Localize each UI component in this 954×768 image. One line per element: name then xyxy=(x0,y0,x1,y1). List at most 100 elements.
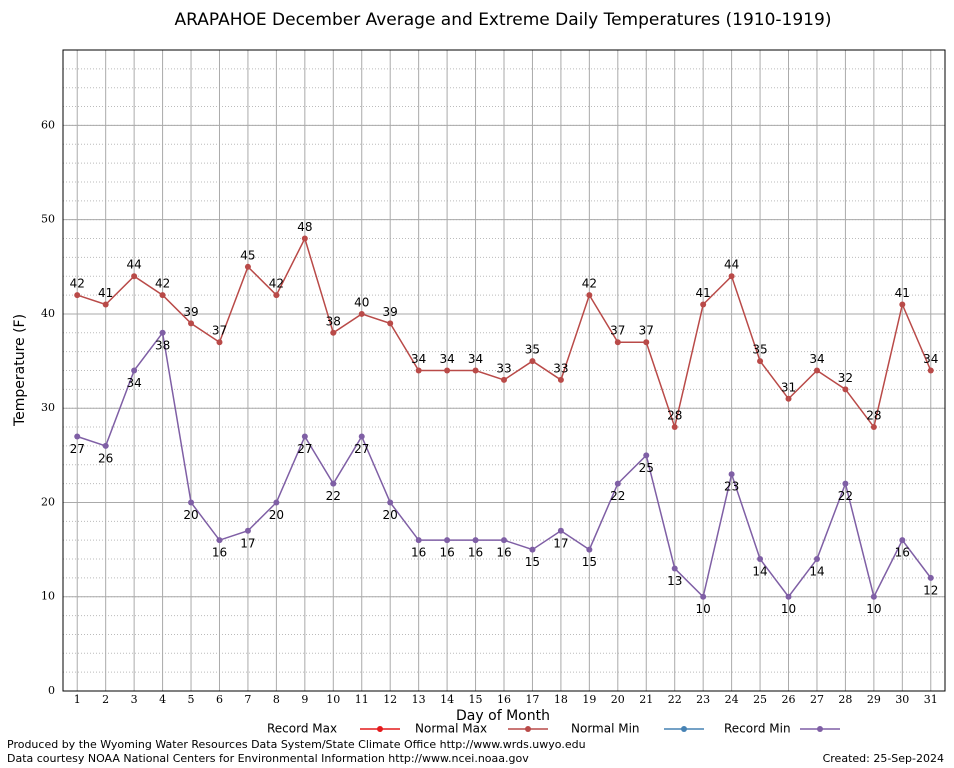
footer-line: Produced by the Wyoming Water Resources … xyxy=(7,738,586,751)
data-point xyxy=(870,593,877,600)
x-tick-label: 21 xyxy=(639,693,653,706)
data-label: 31 xyxy=(781,380,796,394)
data-point xyxy=(785,593,792,600)
data-label: 10 xyxy=(696,602,711,616)
data-label: 15 xyxy=(582,555,597,569)
y-axis-label: Temperature (F) xyxy=(12,314,28,427)
data-label: 41 xyxy=(98,286,113,300)
data-label: 37 xyxy=(639,324,654,338)
data-label: 38 xyxy=(326,314,341,328)
x-tick-label: 14 xyxy=(440,693,454,706)
data-point xyxy=(74,433,81,440)
data-point xyxy=(700,593,707,600)
x-tick-label: 27 xyxy=(810,693,824,706)
y-tick-label: 0 xyxy=(48,684,55,697)
data-point xyxy=(102,301,109,308)
data-point xyxy=(842,480,849,487)
data-label: 38 xyxy=(155,338,170,352)
data-label: 22 xyxy=(838,489,853,503)
data-point xyxy=(529,546,536,553)
data-point xyxy=(586,546,593,553)
data-label: 33 xyxy=(553,361,568,375)
data-label: 34 xyxy=(126,376,141,390)
data-point xyxy=(273,499,280,506)
data-point xyxy=(643,339,650,346)
x-tick-label: 4 xyxy=(159,693,166,706)
data-label: 48 xyxy=(297,220,312,234)
data-point xyxy=(131,367,138,374)
data-point xyxy=(927,574,934,581)
data-label: 34 xyxy=(923,352,938,366)
data-point xyxy=(472,367,479,374)
data-label: 26 xyxy=(98,451,113,465)
data-label: 12 xyxy=(923,583,938,597)
legend-marker xyxy=(377,726,383,732)
data-point xyxy=(529,358,536,365)
x-tick-label: 15 xyxy=(469,693,483,706)
data-point xyxy=(700,301,707,308)
x-tick-label: 19 xyxy=(582,693,596,706)
data-point xyxy=(557,527,564,534)
data-label: 34 xyxy=(809,352,824,366)
data-point xyxy=(643,452,650,459)
footer-line: Data courtesy NOAA National Centers for … xyxy=(7,752,529,765)
data-point xyxy=(813,367,820,374)
data-label: 42 xyxy=(582,277,597,291)
x-tick-label: 10 xyxy=(326,693,340,706)
data-label: 33 xyxy=(496,361,511,375)
data-label: 39 xyxy=(183,305,198,319)
data-label: 27 xyxy=(354,442,369,456)
data-point xyxy=(216,537,223,544)
y-tick-label: 50 xyxy=(41,213,55,226)
chart-title: ARAPAHOE December Average and Extreme Da… xyxy=(175,10,832,30)
x-tick-label: 18 xyxy=(554,693,568,706)
x-tick-label: 8 xyxy=(273,693,280,706)
x-tick-label: 3 xyxy=(131,693,138,706)
data-point xyxy=(159,292,166,299)
x-tick-label: 1 xyxy=(74,693,81,706)
x-tick-label: 22 xyxy=(668,693,682,706)
data-label: 16 xyxy=(439,546,454,560)
x-tick-label: 26 xyxy=(782,693,796,706)
data-point xyxy=(813,556,820,563)
data-point xyxy=(728,273,735,280)
legend-label: Record Max xyxy=(267,722,337,736)
legend-marker xyxy=(525,726,531,732)
data-point xyxy=(244,527,251,534)
x-tick-label: 23 xyxy=(696,693,710,706)
x-tick-label: 17 xyxy=(525,693,539,706)
data-point xyxy=(614,339,621,346)
data-point xyxy=(444,537,451,544)
data-label: 41 xyxy=(895,286,910,300)
created-date: Created: 25-Sep-2024 xyxy=(823,752,944,765)
data-point xyxy=(159,329,166,336)
x-tick-label: 2 xyxy=(102,693,109,706)
data-point xyxy=(273,292,280,299)
data-point xyxy=(586,292,593,299)
data-label: 16 xyxy=(496,546,511,560)
data-point xyxy=(415,367,422,374)
data-point xyxy=(301,235,308,242)
data-point xyxy=(358,310,365,317)
x-tick-label: 16 xyxy=(497,693,511,706)
data-label: 28 xyxy=(667,409,682,423)
data-point xyxy=(842,386,849,393)
data-point xyxy=(557,376,564,383)
data-point xyxy=(614,480,621,487)
data-label: 22 xyxy=(610,489,625,503)
data-point xyxy=(131,273,138,280)
y-tick-label: 60 xyxy=(41,118,55,131)
data-point xyxy=(472,537,479,544)
y-tick-label: 40 xyxy=(41,307,55,320)
data-label: 25 xyxy=(639,461,654,475)
data-label: 16 xyxy=(212,546,227,560)
data-label: 45 xyxy=(240,248,255,262)
data-point xyxy=(74,292,81,299)
y-tick-label: 10 xyxy=(41,590,55,603)
data-point xyxy=(415,537,422,544)
data-label: 42 xyxy=(269,277,284,291)
data-label: 37 xyxy=(610,324,625,338)
data-label: 20 xyxy=(269,508,284,522)
data-label: 17 xyxy=(553,536,568,550)
x-tick-label: 25 xyxy=(753,693,767,706)
